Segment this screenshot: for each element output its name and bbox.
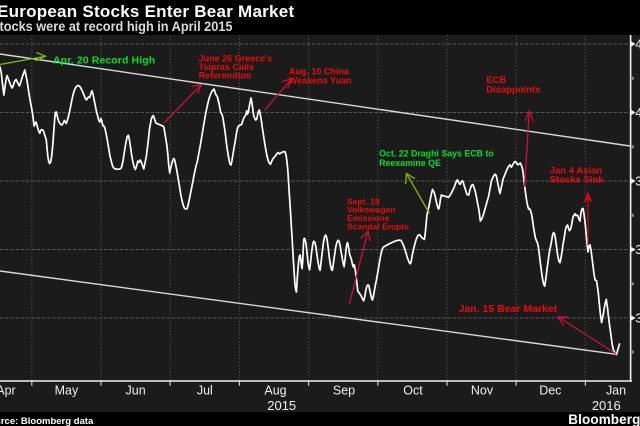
svg-text:Source: Bloomberg data: Source: Bloomberg data [0, 416, 94, 426]
svg-text:Bloomberg: Bloomberg [568, 412, 640, 426]
svg-text:400: 400 [635, 106, 640, 120]
svg-text:Sep: Sep [333, 382, 355, 397]
svg-text:Volkswagen: Volkswagen [347, 204, 396, 214]
svg-text:Referendum: Referendum [199, 71, 252, 81]
svg-text:Apr. 20 Record High: Apr. 20 Record High [53, 55, 155, 67]
svg-text:Oct: Oct [403, 382, 423, 397]
svg-text:380: 380 [635, 174, 640, 188]
svg-text:360: 360 [635, 243, 640, 257]
svg-text:Sept. 18: Sept. 18 [347, 196, 380, 206]
svg-text:Stocks Sink: Stocks Sink [550, 175, 605, 186]
svg-text:Aug. 10 China: Aug. 10 China [289, 67, 350, 77]
svg-text:Apr: Apr [0, 382, 16, 397]
svg-text:Reexamine QE: Reexamine QE [379, 158, 441, 168]
svg-text:Jan. 15 Bear Market: Jan. 15 Bear Market [459, 303, 558, 315]
svg-text:Dec: Dec [539, 382, 562, 397]
svg-text:2015: 2015 [267, 398, 296, 413]
svg-text:May: May [55, 382, 79, 397]
svg-text:340: 340 [635, 311, 640, 325]
svg-text:Scandal Erupts: Scandal Erupts [347, 221, 409, 231]
svg-text:Tsipras Calls: Tsipras Calls [199, 62, 254, 72]
svg-text:Emissions: Emissions [347, 213, 390, 223]
svg-text:2016: 2016 [592, 398, 621, 413]
svg-text:Weakens Yuan: Weakens Yuan [289, 75, 352, 85]
svg-text:Disappoints: Disappoints [486, 84, 540, 95]
svg-text:ECB: ECB [486, 75, 506, 86]
svg-text:Nov: Nov [471, 382, 494, 397]
svg-text:Jan: Jan [606, 382, 626, 397]
svg-text:420: 420 [635, 37, 640, 51]
svg-text:Jul: Jul [197, 382, 213, 397]
svg-text:Aug: Aug [264, 382, 286, 397]
svg-text:Jan 4 Asian: Jan 4 Asian [550, 165, 603, 176]
svg-text:European Stocks Enter Bear Mar: European Stocks Enter Bear Market [0, 2, 294, 21]
svg-text:Oct. 22 Draghi Says ECB to: Oct. 22 Draghi Says ECB to [379, 148, 494, 158]
svg-text:Jun: Jun [126, 382, 146, 397]
svg-text:June 26 Greece's: June 26 Greece's [199, 54, 273, 64]
svg-text:Stocks were at record high in: Stocks were at record high in April 2015 [0, 18, 233, 34]
